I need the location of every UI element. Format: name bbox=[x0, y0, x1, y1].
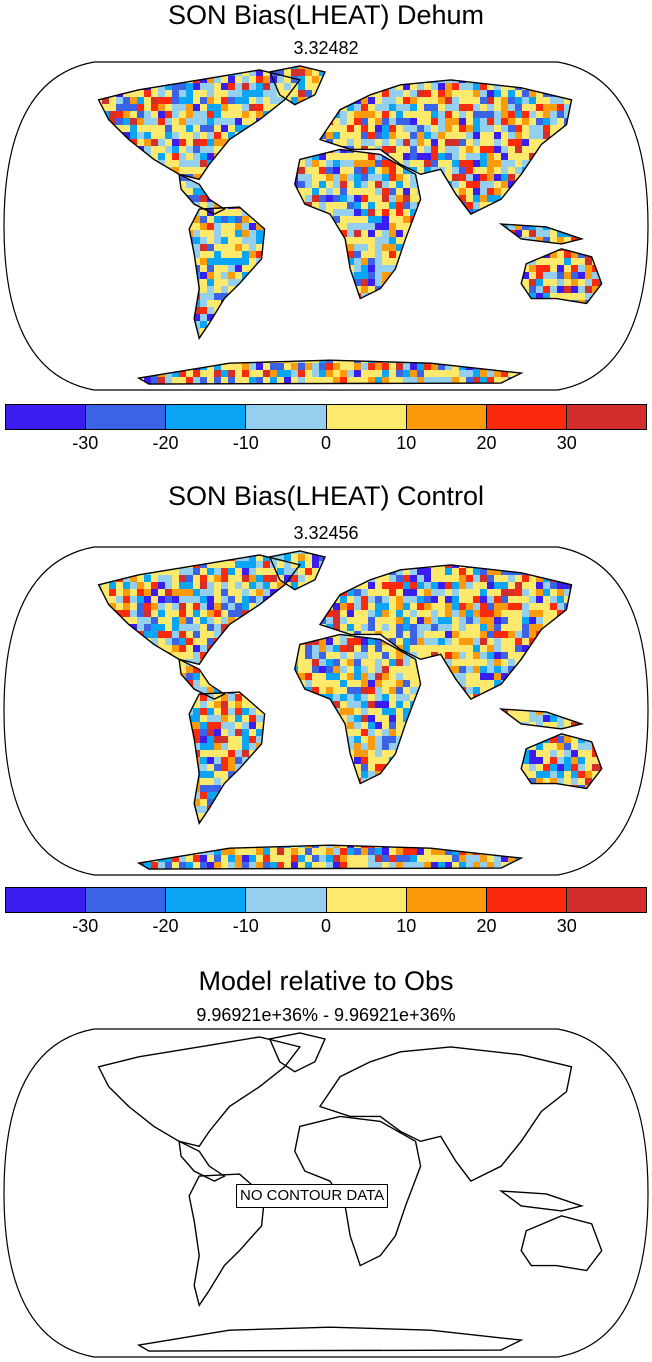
coastline-centralAmerica bbox=[178, 173, 226, 215]
colorbar-swatch bbox=[486, 405, 567, 429]
map-frame bbox=[3, 61, 649, 391]
coastline-eurasia bbox=[318, 1046, 573, 1182]
colorbar-swatch bbox=[246, 405, 327, 429]
panel1-subtitle: 3.32482 bbox=[293, 38, 359, 58]
panel2-subtitle: 3.32456 bbox=[293, 523, 359, 543]
colorbar-swatch bbox=[406, 405, 487, 429]
coastline-greenland bbox=[268, 1032, 326, 1073]
colorbar-swatch bbox=[6, 405, 87, 429]
coastline-northAmerica bbox=[97, 1036, 302, 1148]
coastline-antarctica bbox=[136, 359, 524, 385]
coastline-africa bbox=[294, 1115, 422, 1267]
coastline-africa bbox=[294, 633, 422, 785]
colorbar-tick-label: 30 bbox=[556, 433, 577, 453]
coastline-australia bbox=[520, 248, 603, 305]
colorbar-swatch bbox=[326, 405, 407, 429]
panel3-title: Model relative to Obs bbox=[198, 966, 454, 996]
colorbar-1 bbox=[5, 404, 647, 430]
colorbar-2 bbox=[5, 887, 647, 913]
map-frame bbox=[3, 546, 649, 876]
colorbar-tick-label: -20 bbox=[152, 433, 179, 453]
coastline-indonesia bbox=[498, 1190, 585, 1212]
panel3-subtitle: 9.96921e+36% - 9.96921e+36% bbox=[196, 1005, 456, 1025]
colorbar-tick-label: 10 bbox=[396, 916, 417, 936]
colorbar-swatch bbox=[566, 888, 646, 912]
coastline-centralAmerica bbox=[178, 658, 226, 700]
coastline-indonesia bbox=[498, 708, 585, 730]
map-frame bbox=[3, 1028, 649, 1358]
colorbar-swatch bbox=[86, 888, 167, 912]
colorbar-tick-label: 20 bbox=[476, 916, 497, 936]
panel2-title: SON Bias(LHEAT) Control bbox=[167, 481, 485, 511]
coastline-greenland bbox=[268, 550, 326, 591]
colorbar-tick-label: -10 bbox=[232, 433, 259, 453]
coastline-centralAmerica bbox=[178, 1140, 226, 1182]
coastline-indonesia bbox=[498, 223, 585, 245]
colorbar-tick-label: -10 bbox=[232, 916, 259, 936]
colorbar-swatch bbox=[246, 888, 327, 912]
coastline-australia bbox=[520, 733, 603, 790]
colorbar-tick-label: 10 bbox=[396, 433, 417, 453]
colorbar-swatch bbox=[406, 888, 487, 912]
coastline-africa bbox=[294, 148, 422, 300]
colorbar-tick-label: 20 bbox=[476, 433, 497, 453]
colorbar-tick-label: 0 bbox=[320, 916, 331, 936]
coastline-southAmerica bbox=[188, 206, 266, 340]
colorbar-swatch bbox=[486, 888, 567, 912]
colorbar-swatch bbox=[326, 888, 407, 912]
map-panel1 bbox=[3, 61, 649, 391]
colorbar-swatch bbox=[566, 405, 646, 429]
coastline-greenland bbox=[268, 65, 326, 106]
colorbar-swatch bbox=[166, 888, 247, 912]
colorbar-tick-label: -30 bbox=[72, 433, 99, 453]
coastline-antarctica bbox=[136, 1326, 524, 1352]
coastline-eurasia bbox=[318, 564, 573, 700]
colorbar-tick-label: -30 bbox=[72, 916, 99, 936]
coastline-northAmerica bbox=[97, 69, 302, 181]
map-panel-2 bbox=[3, 546, 649, 876]
colorbar-tick-label: -20 bbox=[152, 916, 179, 936]
coastline-southAmerica bbox=[188, 691, 266, 825]
coastline-antarctica bbox=[136, 844, 524, 870]
map-panel-1 bbox=[3, 61, 649, 391]
colorbar-tick-label: 0 bbox=[320, 433, 331, 453]
map-panel2 bbox=[3, 546, 649, 876]
colorbar-swatch bbox=[6, 888, 87, 912]
no-contour-data-label: NO CONTOUR DATA bbox=[236, 1184, 389, 1208]
colorbar-swatch bbox=[86, 405, 167, 429]
coastline-northAmerica bbox=[97, 554, 302, 666]
coastline-eurasia bbox=[318, 79, 573, 215]
panel1-title: SON Bias(LHEAT) Dehum bbox=[167, 0, 485, 30]
colorbar-swatch bbox=[166, 405, 247, 429]
coastline-australia bbox=[520, 1215, 603, 1272]
colorbar-tick-label: 30 bbox=[556, 916, 577, 936]
